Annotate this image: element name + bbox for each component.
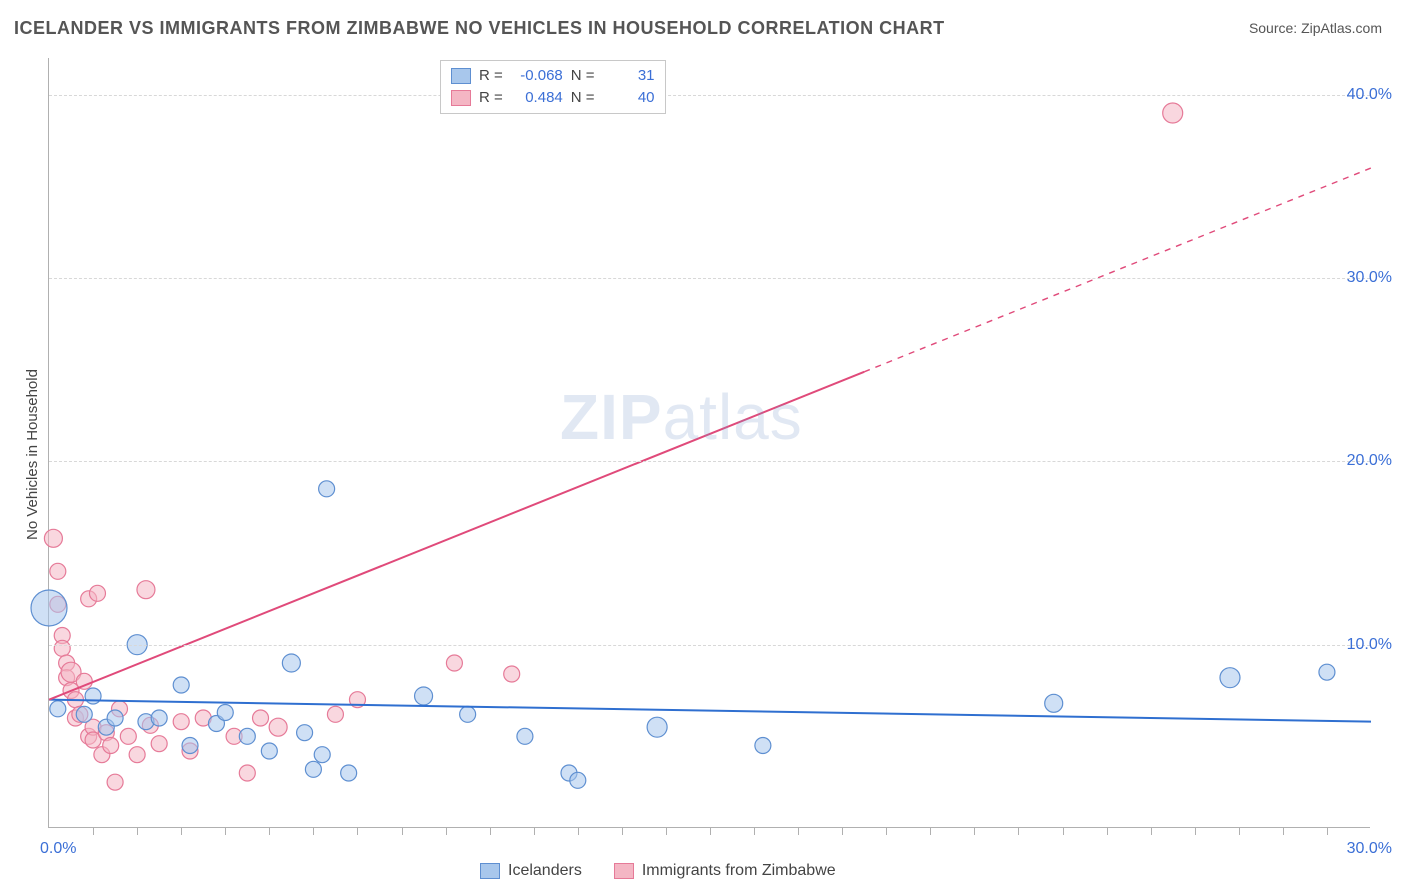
x-axis-tick-last: 30.0%	[1347, 840, 1392, 858]
legend-item-icelanders: Icelanders	[480, 862, 582, 880]
correlation-legend-row-2: R = 0.484 N = 40	[451, 87, 655, 109]
correlation-legend: R = -0.068 N = 31 R = 0.484 N = 40	[440, 60, 666, 114]
r-value-icelanders: -0.068	[511, 65, 563, 87]
r-value-zimbabwe: 0.484	[511, 87, 563, 109]
r-label: R =	[479, 87, 503, 109]
y-axis-tick-label: 30.0%	[1347, 269, 1392, 287]
chart-title: ICELANDER VS IMMIGRANTS FROM ZIMBABWE NO…	[14, 18, 945, 39]
series-legend: Icelanders Immigrants from Zimbabwe	[480, 862, 836, 880]
y-axis-label: No Vehicles in Household	[24, 369, 41, 540]
n-label: N =	[571, 65, 595, 87]
swatch-icelanders-icon	[451, 68, 471, 84]
swatch-zimbabwe-icon	[614, 863, 634, 879]
correlation-legend-row-1: R = -0.068 N = 31	[451, 65, 655, 87]
n-value-icelanders: 31	[603, 65, 655, 87]
n-label: N =	[571, 87, 595, 109]
y-axis-tick-label: 40.0%	[1347, 86, 1392, 104]
chart-plot-area	[48, 58, 1370, 828]
y-axis-tick-label: 10.0%	[1347, 636, 1392, 654]
r-label: R =	[479, 65, 503, 87]
swatch-zimbabwe-icon	[451, 90, 471, 106]
n-value-zimbabwe: 40	[603, 87, 655, 109]
swatch-icelanders-icon	[480, 863, 500, 879]
x-axis-tick-first: 0.0%	[40, 840, 76, 858]
chart-svg	[49, 58, 1370, 827]
legend-label-icelanders: Icelanders	[508, 862, 582, 880]
source-attribution: Source: ZipAtlas.com	[1249, 20, 1382, 36]
legend-label-zimbabwe: Immigrants from Zimbabwe	[642, 862, 836, 880]
y-axis-tick-label: 20.0%	[1347, 452, 1392, 470]
legend-item-zimbabwe: Immigrants from Zimbabwe	[614, 862, 836, 880]
